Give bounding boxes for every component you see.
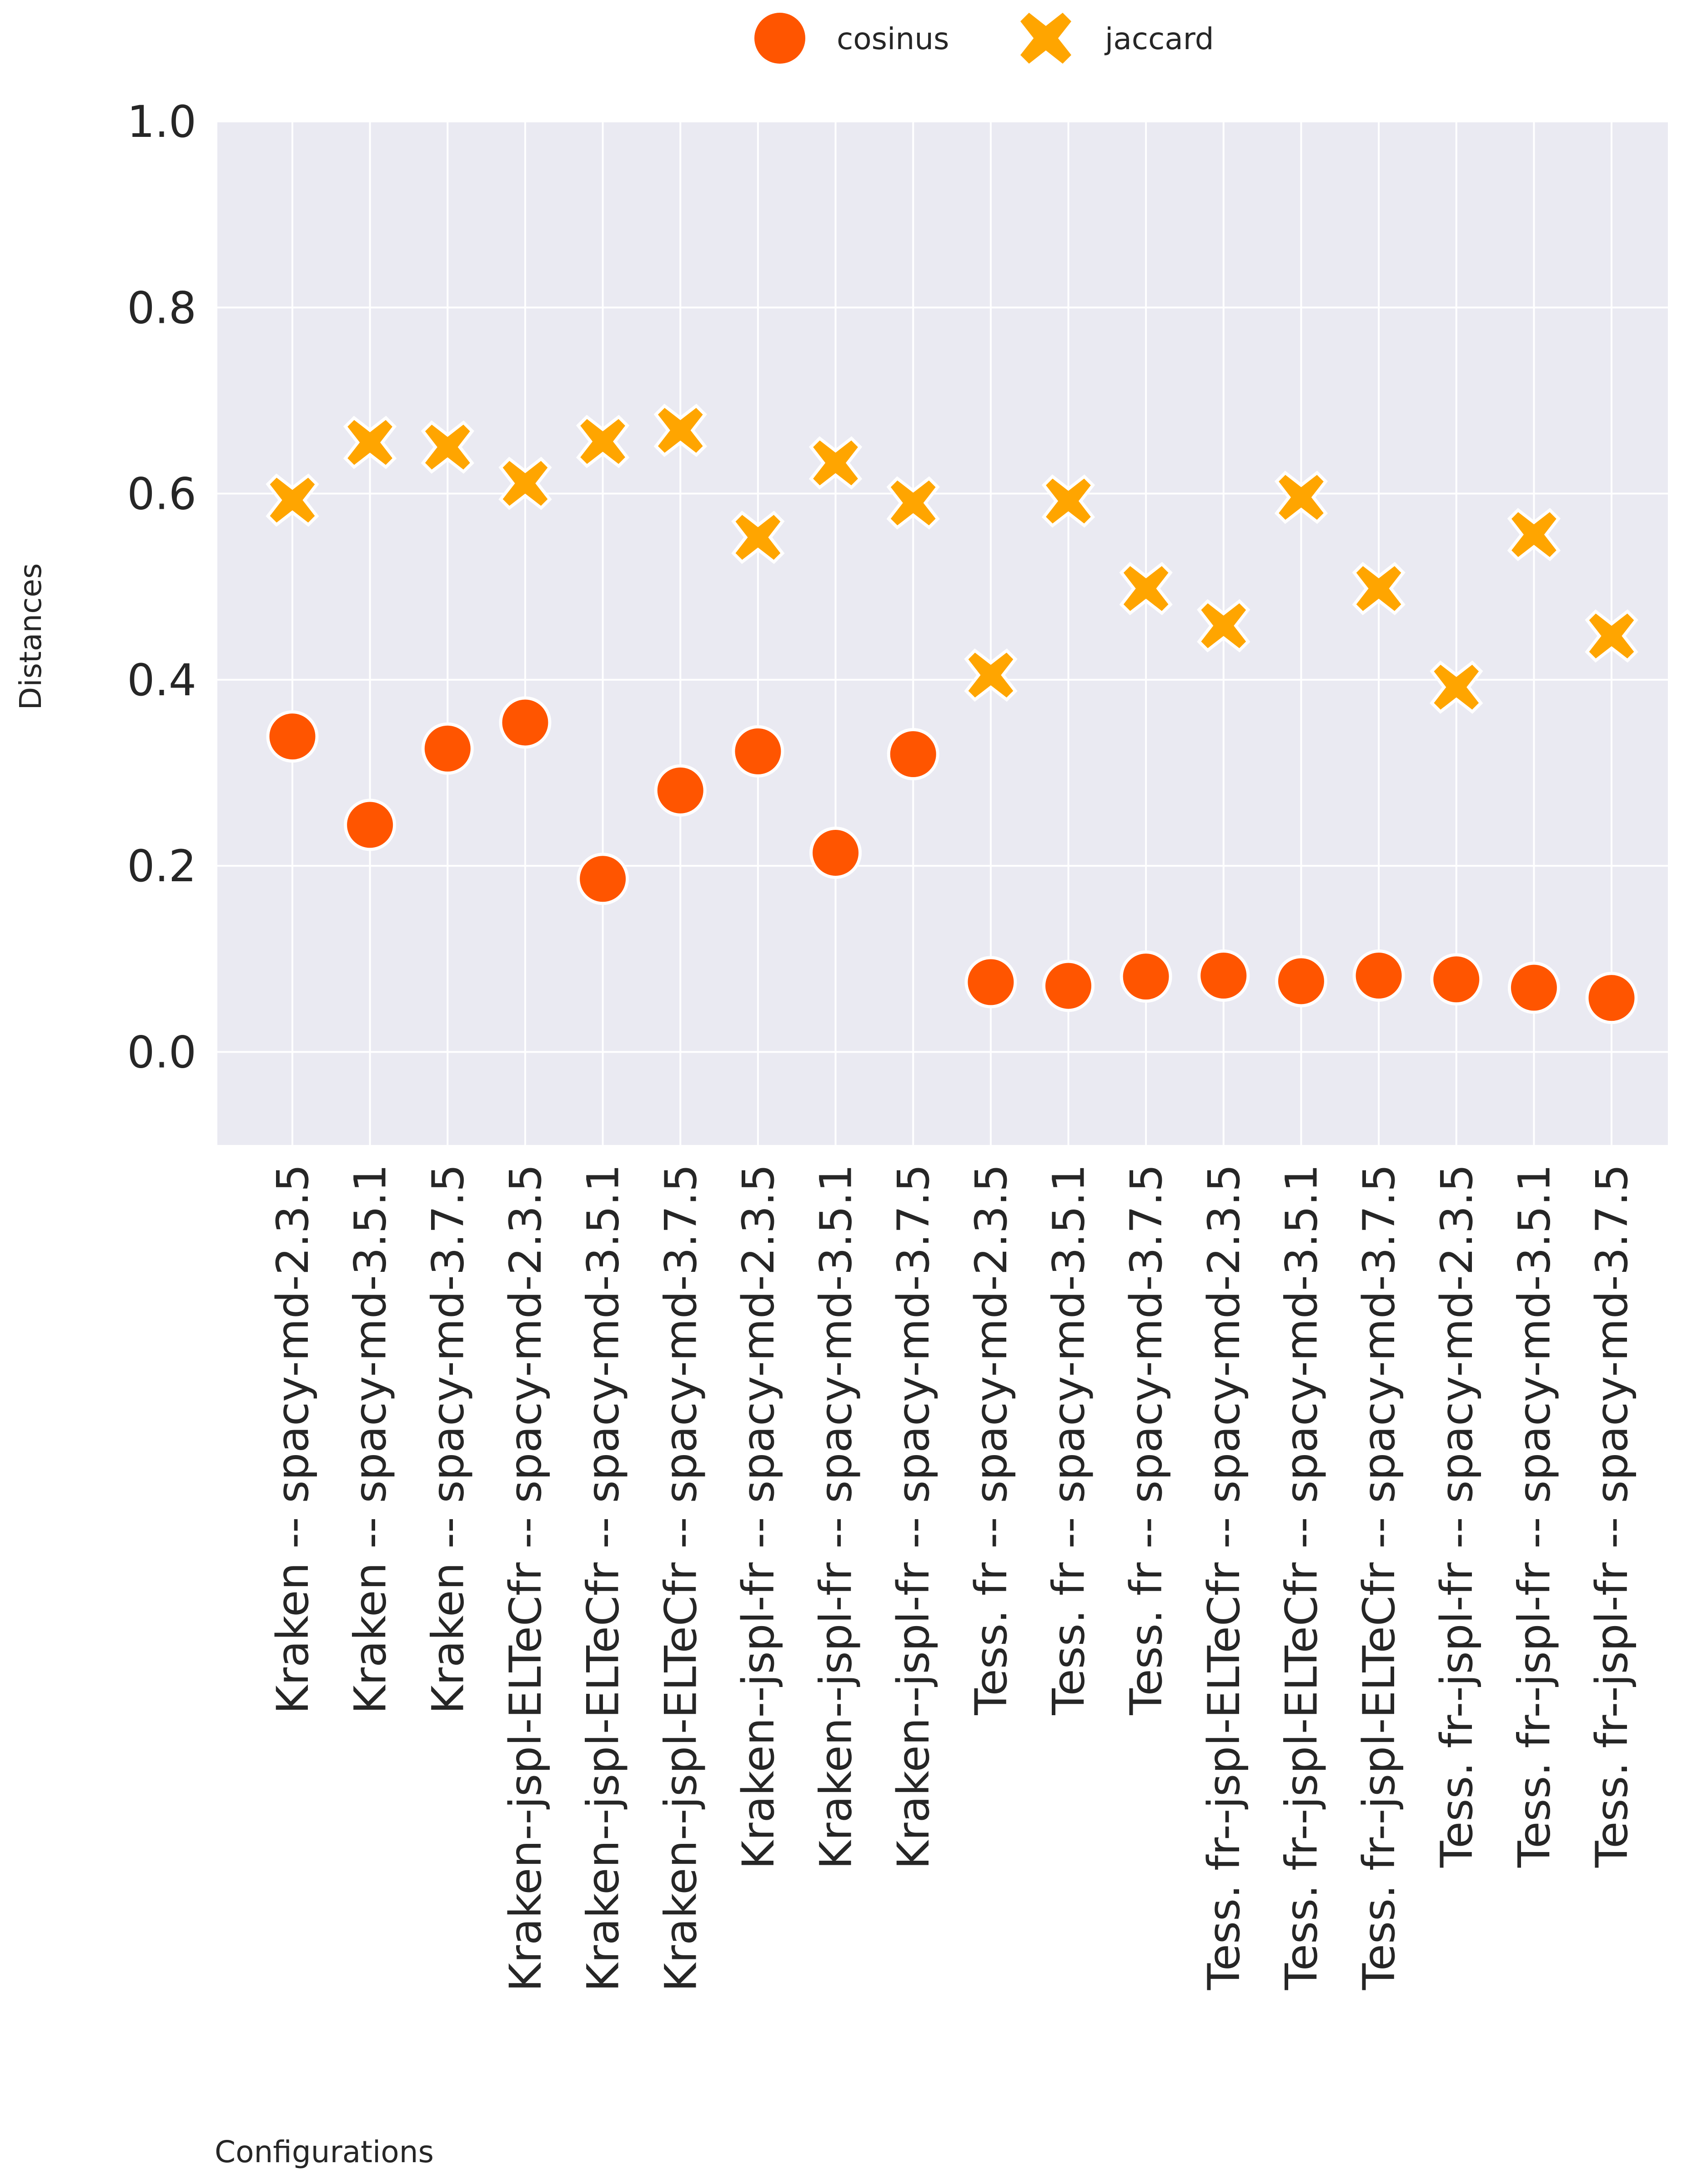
cosinus-point <box>654 764 707 817</box>
cosinus-point <box>577 853 629 905</box>
x-tick-label: Tess. fr -- spacy-md-3.5.1 <box>1044 1164 1095 1716</box>
x-tick-label: Kraken -- spacy-md-3.7.5 <box>422 1164 473 1714</box>
jaccard-point <box>653 403 707 457</box>
y-tick-label: 0.2 <box>127 841 196 892</box>
x-tick-labels: Kraken -- spacy-md-2.3.5 Kraken -- spacy-… <box>267 1164 1637 1992</box>
legend-marker-jaccard <box>1020 13 1071 64</box>
x-tick-label: Kraken--jspl-ELTeCfr -- spacy-md-2.3.5 <box>500 1164 551 1992</box>
jaccard-point <box>1119 562 1173 615</box>
jaccard-point <box>266 473 319 527</box>
cosinus-point <box>1042 959 1095 1012</box>
cosinus-point <box>809 826 862 879</box>
x-tick-label: Tess. fr--jspl-ELTeCfr -- spacy-md-2.3.5 <box>1199 1164 1250 1990</box>
y-tick-label: 0.6 <box>127 469 196 520</box>
cosinus-point <box>421 722 474 775</box>
y-tick-label: 1.0 <box>127 96 196 147</box>
jaccard-point <box>731 511 785 564</box>
y-tick-label: 0.0 <box>127 1027 196 1078</box>
x-tick-label: Kraken--jspl-ELTeCfr -- spacy-md-3.5.1 <box>578 1164 629 1992</box>
x-tick-label: Tess. fr--jspl-fr -- spacy-md-3.5.1 <box>1509 1164 1560 1868</box>
legend-label-jaccard: jaccard <box>1104 21 1214 56</box>
jaccard-point <box>1041 474 1095 528</box>
x-axis-title: Configurations <box>215 2134 434 2169</box>
jaccard-point <box>1585 609 1638 663</box>
jaccard-point <box>1507 507 1561 562</box>
cosinus-point <box>499 696 552 749</box>
cosinus-point <box>1507 961 1560 1014</box>
jaccard-point <box>808 436 863 490</box>
y-tick-label: 0.8 <box>127 282 196 333</box>
jaccard-point <box>498 457 552 510</box>
y-tick-labels: 0.0 0.2 0.4 0.6 0.8 1.0 <box>127 96 196 1078</box>
cosinus-point <box>266 710 319 763</box>
cosinus-point <box>732 725 784 778</box>
x-tick-label: Tess. fr--jspl-ELTeCfr -- spacy-md-3.7.5 <box>1354 1164 1405 1990</box>
jaccard-point <box>343 416 397 469</box>
x-tick-label: Kraken -- spacy-md-3.5.1 <box>345 1164 396 1714</box>
jaccard-point <box>964 648 1018 702</box>
legend: cosinus jaccard <box>754 13 1214 64</box>
jaccard-point <box>421 420 474 474</box>
jaccard-point <box>576 415 630 468</box>
y-axis-title: Distances <box>13 563 48 710</box>
x-tick-label: Kraken--jspl-fr -- spacy-md-3.5.1 <box>811 1164 862 1869</box>
jaccard-point <box>886 476 940 530</box>
jaccard-point <box>1274 471 1328 524</box>
x-tick-label: Tess. fr -- spacy-md-3.7.5 <box>1121 1164 1172 1716</box>
legend-item-jaccard: jaccard <box>1020 13 1214 64</box>
x-tick-label: Kraken--jspl-fr -- spacy-md-2.3.5 <box>733 1164 784 1869</box>
cosinus-point <box>1585 972 1638 1024</box>
x-tick-label: Kraken--jspl-fr -- spacy-md-3.7.5 <box>888 1164 939 1869</box>
data-markers <box>266 403 1638 1024</box>
x-tick-label: Tess. fr--jspl-fr -- spacy-md-2.3.5 <box>1431 1164 1482 1868</box>
jaccard-point <box>1352 562 1406 615</box>
cosinus-point <box>1120 950 1172 1003</box>
jaccard-point <box>1197 599 1250 653</box>
jaccard-point <box>1430 660 1483 714</box>
x-tick-label: Tess. fr--jspl-ELTeCfr -- spacy-md-3.5.1 <box>1276 1164 1327 1990</box>
cosinus-point <box>1352 949 1405 1002</box>
cosinus-point <box>964 956 1017 1009</box>
x-tick-label: Kraken--jspl-ELTeCfr -- spacy-md-3.7.5 <box>655 1164 706 1992</box>
cosinus-point <box>344 798 397 851</box>
x-tick-label: Tess. fr -- spacy-md-2.3.5 <box>966 1164 1017 1716</box>
plot-area <box>217 121 1668 1145</box>
legend-label-cosinus: cosinus <box>837 21 949 56</box>
cosinus-point <box>1430 953 1483 1006</box>
cosinus-point <box>1275 955 1327 1008</box>
cosinus-point <box>1197 949 1250 1002</box>
x-tick-label: Kraken -- spacy-md-2.3.5 <box>267 1164 318 1714</box>
cosinus-point <box>887 728 939 781</box>
legend-item-cosinus: cosinus <box>754 13 949 64</box>
x-tick-label: Tess. fr--jspl-fr -- spacy-md-3.7.5 <box>1587 1164 1637 1868</box>
legend-marker-cosinus <box>754 13 805 64</box>
y-tick-label: 0.4 <box>127 655 196 706</box>
